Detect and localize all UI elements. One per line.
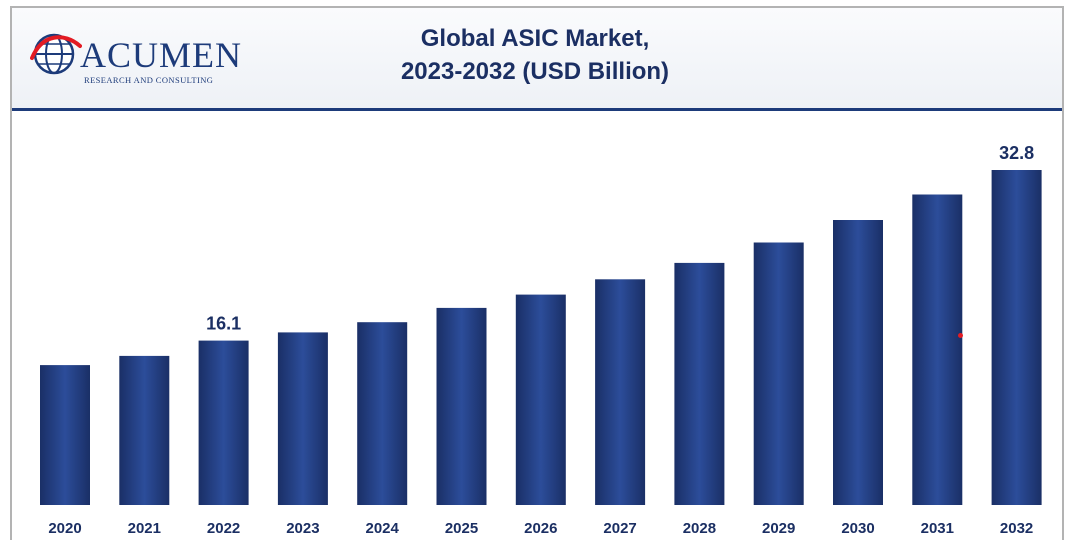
bar-2027 xyxy=(595,279,646,505)
bar-2030 xyxy=(833,220,883,505)
x-tick-label: 2026 xyxy=(524,520,557,537)
x-tick-label: 2024 xyxy=(366,520,400,537)
bar-chart: 16.1 32.8 2020 2021 2022 2023 2024 2025 2026 202… xyxy=(40,143,1042,537)
bar-2023 xyxy=(277,332,328,505)
bar-2022 xyxy=(198,340,249,505)
bar-2020 xyxy=(40,365,90,505)
logo-tagline: RESEARCH AND CONSULTING xyxy=(84,75,214,85)
data-label: 16.1 xyxy=(206,314,241,334)
globe-icon xyxy=(30,33,82,75)
bar-2024 xyxy=(357,322,408,505)
bar-2026 xyxy=(515,294,566,505)
x-tick-label: 2031 xyxy=(921,520,954,537)
header-band xyxy=(12,8,1062,108)
x-tick-label: 2020 xyxy=(48,520,81,537)
x-tick-label: 2023 xyxy=(286,520,319,537)
x-tick-label: 2029 xyxy=(762,520,795,537)
bar-2025 xyxy=(436,307,487,505)
x-tick-label: 2030 xyxy=(841,520,874,537)
bar-2032 xyxy=(991,170,1042,505)
data-label: 32.8 xyxy=(999,143,1034,163)
bar-2028 xyxy=(674,262,725,505)
x-tick-label: 2025 xyxy=(445,520,478,537)
chart-title: Global ASIC Market, 2023-2032 (USD Billi… xyxy=(300,22,770,88)
x-tick-label: 2021 xyxy=(128,520,161,537)
bar-2029 xyxy=(753,242,804,505)
bar-2021 xyxy=(119,355,170,505)
bar-2031 xyxy=(912,194,963,505)
chart-title-line1: Global ASIC Market, xyxy=(420,25,650,52)
header-divider xyxy=(12,108,1062,111)
acumen-logo: ACUMEN RESEARCH AND CONSULTING xyxy=(30,28,270,88)
chart-title-line2: 2023-2032 (USD Billion) xyxy=(400,58,670,85)
logo-wordmark: ACUMEN xyxy=(80,35,243,75)
x-tick-label: 2027 xyxy=(603,520,636,537)
x-tick-label: 2028 xyxy=(683,520,716,537)
x-tick-label: 2032 xyxy=(1000,520,1033,537)
x-tick-label: 2022 xyxy=(207,520,240,537)
red-marker-dot xyxy=(958,333,963,338)
